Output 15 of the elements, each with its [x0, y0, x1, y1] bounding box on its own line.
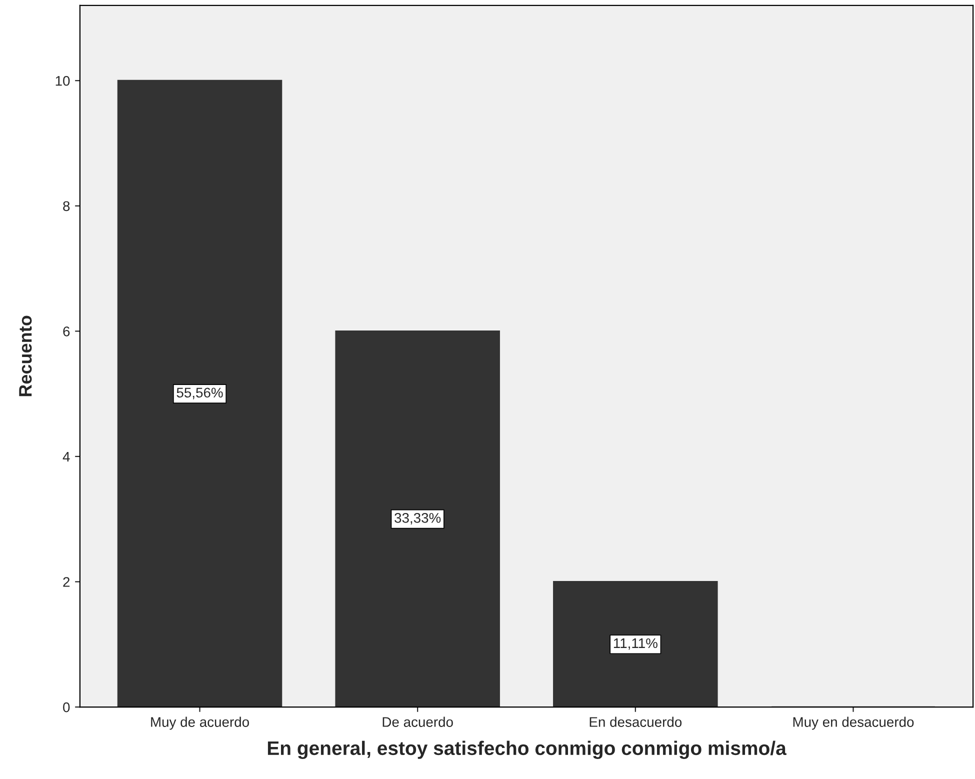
- x-axis-title: En general, estoy satisfecho conmigo conmigo mismo/a: [268, 740, 786, 760]
- y-tick-label: 8: [63, 201, 70, 212]
- x-tick-label: Muy en desacuerdo: [793, 716, 914, 730]
- annotation: 33,33%: [394, 512, 441, 524]
- x-tick-label: Muy de acuerdo: [151, 716, 249, 730]
- annotation: 55,56%: [176, 388, 223, 400]
- annotation: 11,11%: [614, 638, 658, 650]
- y-axis-title: Recuento: [19, 316, 32, 396]
- x-tick-label: En desacuerdo: [590, 716, 682, 727]
- y-tick-label: 2: [63, 577, 70, 587]
- y-tick-label: 10: [56, 76, 70, 86]
- y-tick-label: 4: [62, 452, 70, 462]
- y-tick-label: 6: [63, 326, 70, 336]
- y-tick-label: 0: [63, 702, 70, 712]
- x-tick-label: De acuerdo: [382, 716, 453, 727]
